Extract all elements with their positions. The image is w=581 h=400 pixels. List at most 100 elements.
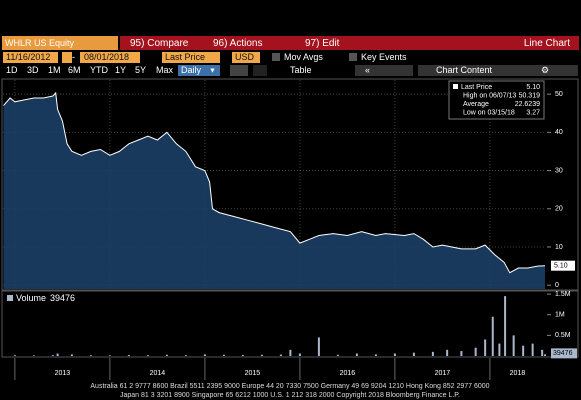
field-box[interactable] (162, 52, 220, 63)
range-button[interactable]: YTD (90, 65, 109, 75)
range-button[interactable]: Max (156, 65, 174, 75)
stat-label: Last Price (461, 84, 492, 91)
volume-bar (446, 349, 449, 356)
content-bar[interactable] (418, 65, 578, 76)
menu-item[interactable]: 97) Edit (305, 38, 340, 49)
gear-icon[interactable]: ⚙ (541, 65, 549, 75)
stat-value: 22.6239 (515, 101, 540, 108)
y-tick-label: 10 (555, 244, 563, 251)
date-dropdown[interactable] (62, 52, 72, 63)
volume-bar (355, 353, 358, 356)
price-line (3, 91, 546, 274)
x-tick-label: 2016 (340, 370, 356, 377)
menu-item[interactable]: 96) Actions (213, 38, 262, 49)
price-area (3, 92, 545, 290)
y-tick-label: 1.5M (555, 291, 571, 298)
checkbox[interactable] (272, 53, 280, 61)
volume-bar (184, 355, 187, 356)
collapse-icon[interactable]: « (365, 65, 370, 75)
range-button[interactable]: 1M (48, 65, 61, 75)
volume-legend-swatch (7, 295, 13, 301)
frequency-box[interactable] (178, 65, 220, 76)
last-volume-value: 39476 (553, 350, 573, 357)
range-button[interactable]: 1Y (115, 65, 126, 75)
volume-bar (279, 354, 282, 356)
volume-bar (165, 354, 168, 356)
y-tick-label: 20 (555, 206, 563, 213)
plot: 2013 2014 2015 2016 2017 2018 0 10 20 30 40 50 5.10 0… (3, 80, 577, 380)
stat-label: High on 06/07/13 (463, 92, 516, 99)
volume-bar (89, 355, 92, 356)
currency[interactable]: USD (235, 52, 255, 62)
x-tick-label: 2013 (55, 370, 71, 377)
volume-bar (522, 345, 525, 356)
last-volume-tag (551, 348, 577, 359)
volume-bar (393, 353, 396, 356)
range-button[interactable]: 1D (6, 65, 18, 75)
currency-box[interactable] (232, 52, 260, 63)
collapse-button[interactable] (355, 65, 413, 76)
volume-bar (336, 354, 339, 356)
volume-bar (146, 355, 149, 356)
icon-button[interactable] (230, 65, 248, 76)
field[interactable]: Last Price (165, 52, 205, 62)
chart-content[interactable]: Chart Content (436, 65, 493, 75)
y-tick-label: 0.5M (555, 332, 571, 339)
stat-label: Low on 03/15/18 (463, 109, 515, 116)
legend-box (448, 80, 545, 120)
x-tick-label: 2015 (245, 370, 261, 377)
icon-button[interactable] (253, 65, 267, 76)
y-tick-label: 1M (555, 312, 565, 319)
volume-bar (222, 354, 225, 356)
stat-value: 3.27 (526, 109, 540, 116)
volume-bar (374, 354, 377, 356)
volume-bar (298, 353, 301, 356)
volume-bar (474, 347, 477, 356)
option[interactable]: Key Events (361, 52, 407, 62)
volume-bar (460, 351, 463, 356)
last-price-value: 5.10 (554, 263, 568, 270)
volume-bar (70, 354, 73, 356)
volume-bar (544, 354, 546, 356)
volume-bar (412, 352, 415, 356)
volume-bar (431, 351, 434, 356)
last-price-tag (551, 260, 575, 271)
table-button[interactable]: Table (290, 65, 312, 75)
y-tick-label: 50 (555, 91, 563, 98)
start-date[interactable]: 11/16/2012 (6, 52, 50, 62)
volume-bar (541, 349, 544, 356)
end-date[interactable]: 08/01/2018 (84, 52, 129, 62)
dash: - (72, 52, 75, 62)
date-box[interactable] (3, 52, 58, 63)
volume-legend-value: 39476 (50, 293, 75, 303)
volume-bar (260, 354, 263, 356)
security-box[interactable] (2, 36, 118, 50)
x-tick-label: 2017 (435, 370, 451, 377)
volume-bar (56, 353, 59, 356)
range-button[interactable]: 6M (68, 65, 81, 75)
y-tick-label: 40 (555, 129, 563, 136)
range-button[interactable]: 3D (27, 65, 39, 75)
security[interactable]: WHLR US Equity (5, 38, 75, 48)
stat-label: Average (463, 101, 489, 108)
volume-bar (504, 296, 507, 356)
footer-line: Australia 61 2 9777 8600 Brazil 5511 239… (90, 383, 489, 390)
dropdown-arrow[interactable]: ▼ (209, 67, 216, 74)
y-tick-label: 0 (555, 282, 559, 289)
x-tick-label: 2018 (510, 370, 526, 377)
volume-bar (13, 355, 16, 356)
menu-item[interactable]: 95) Compare (130, 38, 189, 49)
range-button[interactable]: 5Y (135, 65, 146, 75)
volume-bar (241, 354, 244, 356)
volume-bar (498, 343, 501, 356)
volume-bar (484, 339, 487, 356)
option[interactable]: Mov Avgs (284, 52, 323, 62)
volume-bar (32, 355, 35, 356)
volume-bar (512, 335, 515, 356)
volume-bar (51, 355, 54, 356)
frequency[interactable]: Daily (181, 65, 202, 75)
date-box[interactable] (80, 52, 140, 63)
checkbox[interactable] (349, 53, 357, 61)
